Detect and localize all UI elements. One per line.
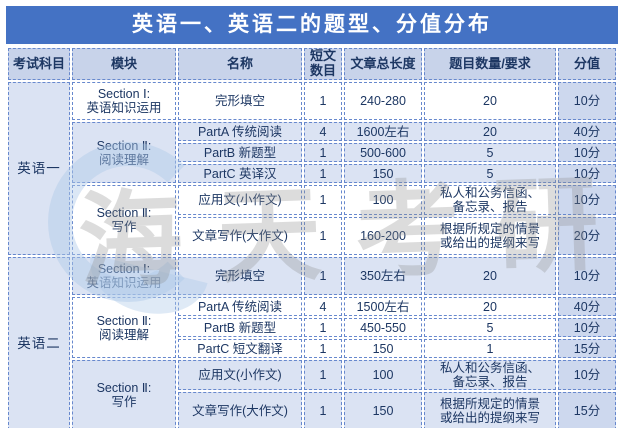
page-title: 英语一、英语二的题型、分值分布: [6, 6, 618, 44]
name-cell: 应用文(小作文): [178, 360, 302, 390]
req-cell: 根据所规定的情景 或给出的提纲来写: [424, 392, 556, 428]
length-cell: 100: [344, 360, 422, 390]
score-cell: 10分: [558, 164, 616, 183]
count-cell: 4: [304, 122, 342, 141]
req-cell: 20: [424, 122, 556, 141]
name-cell: PartC 短文翻译: [178, 339, 302, 358]
length-cell: 100: [344, 185, 422, 215]
header-score: 分值: [558, 48, 616, 80]
name-cell: 文章写作(大作文): [178, 392, 302, 428]
length-cell: 240-280: [344, 82, 422, 120]
header-subject: 考试科目: [8, 48, 70, 80]
table-row: 英语一 Section Ⅰ: 英语知识运用 完形填空 1 240-280 20 …: [8, 82, 616, 255]
req-cell: 20: [424, 297, 556, 316]
name-cell: 完形填空: [178, 257, 302, 295]
length-cell: 160-200: [344, 217, 422, 255]
table-row: 文章写作(大作文) 1 150 根据所规定的情景 或给出的提纲来写 15分: [8, 392, 616, 428]
table-row: Section Ⅱ: 阅读理解 PartA 传统阅读 4 1600左右 20 4…: [8, 122, 616, 183]
score-cell: 10分: [558, 185, 616, 215]
module-cell: Section Ⅱ: 阅读理解: [72, 297, 176, 358]
name-cell: PartC 英译汉: [178, 164, 302, 183]
table-row: 文章写作(大作文) 1 160-200 根据所规定的情景 或给出的提纲来写 20…: [8, 217, 616, 255]
req-cell: 5: [424, 164, 556, 183]
length-cell: 1500左右: [344, 297, 422, 316]
count-cell: 4: [304, 297, 342, 316]
count-cell: 1: [304, 143, 342, 162]
req-cell: 5: [424, 318, 556, 337]
table-row: Section Ⅱ: 写作 应用文(小作文) 1 100 私人和公务信函、 备忘…: [8, 185, 616, 255]
req-cell: 私人和公务信函、 备忘录、报告: [424, 360, 556, 390]
score-cell: 10分: [558, 143, 616, 162]
score-cell: 15分: [558, 392, 616, 428]
req-cell: 5: [424, 143, 556, 162]
count-cell: 1: [304, 392, 342, 428]
table-row: PartB 新题型 1 500-600 5 10分: [8, 143, 616, 162]
length-cell: 450-550: [344, 318, 422, 337]
score-cell: 40分: [558, 122, 616, 141]
count-cell: 1: [304, 339, 342, 358]
length-cell: 1600左右: [344, 122, 422, 141]
count-cell: 1: [304, 164, 342, 183]
name-cell: PartA 传统阅读: [178, 122, 302, 141]
req-cell: 20: [424, 82, 556, 120]
table-row: 英语二 Section Ⅰ: 英语知识运用 完形填空 1 350左右 20 10…: [8, 257, 616, 428]
req-cell: 1: [424, 339, 556, 358]
name-cell: 应用文(小作文): [178, 185, 302, 215]
count-cell: 1: [304, 257, 342, 295]
header-length: 文章总长度: [344, 48, 422, 80]
req-cell: 根据所规定的情景 或给出的提纲来写: [424, 217, 556, 255]
module-cell: Section Ⅱ: 阅读理解: [72, 122, 176, 183]
module-cell: Section Ⅱ: 写作: [72, 360, 176, 428]
name-cell: PartB 新题型: [178, 318, 302, 337]
score-cell: 10分: [558, 82, 616, 120]
req-cell: 私人和公务信函、 备忘录、报告: [424, 185, 556, 215]
count-cell: 1: [304, 318, 342, 337]
score-cell: 15分: [558, 339, 616, 358]
header-module: 模块: [72, 48, 176, 80]
count-cell: 1: [304, 217, 342, 255]
count-cell: 1: [304, 360, 342, 390]
name-cell: 文章写作(大作文): [178, 217, 302, 255]
header-count: 短文 数目: [304, 48, 342, 80]
exam-structure-table: 考试科目 模块 名称 短文 数目 文章总长度 题目数量/要求 分值 英语一 Se…: [6, 46, 618, 428]
table-row: PartC 英译汉 1 150 5 10分: [8, 164, 616, 183]
length-cell: 350左右: [344, 257, 422, 295]
module-cell: Section Ⅱ: 写作: [72, 185, 176, 255]
subject-english-2: 英语二: [8, 257, 70, 428]
count-cell: 1: [304, 185, 342, 215]
length-cell: 500-600: [344, 143, 422, 162]
length-cell: 150: [344, 164, 422, 183]
header-name: 名称: [178, 48, 302, 80]
table-row: PartC 短文翻译 1 150 1 15分: [8, 339, 616, 358]
length-cell: 150: [344, 392, 422, 428]
count-cell: 1: [304, 82, 342, 120]
name-cell: PartA 传统阅读: [178, 297, 302, 316]
name-cell: PartB 新题型: [178, 143, 302, 162]
table-wrapper: 考试科目 模块 名称 短文 数目 文章总长度 题目数量/要求 分值 英语一 Se…: [6, 46, 618, 428]
header-row: 考试科目 模块 名称 短文 数目 文章总长度 题目数量/要求 分值: [8, 48, 616, 80]
score-cell: 20分: [558, 217, 616, 255]
module-cell: Section Ⅰ: 英语知识运用: [72, 82, 176, 120]
subject-english-1: 英语一: [8, 82, 70, 255]
score-cell: 10分: [558, 318, 616, 337]
table-row: Section Ⅱ: 阅读理解 PartA 传统阅读 4 1500左右 20 4…: [8, 297, 616, 358]
score-cell: 40分: [558, 297, 616, 316]
score-cell: 10分: [558, 360, 616, 390]
table-row: PartB 新题型 1 450-550 5 10分: [8, 318, 616, 337]
module-cell: Section Ⅰ: 英语知识运用: [72, 257, 176, 295]
req-cell: 20: [424, 257, 556, 295]
length-cell: 150: [344, 339, 422, 358]
header-req: 题目数量/要求: [424, 48, 556, 80]
score-cell: 10分: [558, 257, 616, 295]
name-cell: 完形填空: [178, 82, 302, 120]
table-row: Section Ⅱ: 写作 应用文(小作文) 1 100 私人和公务信函、 备忘…: [8, 360, 616, 428]
